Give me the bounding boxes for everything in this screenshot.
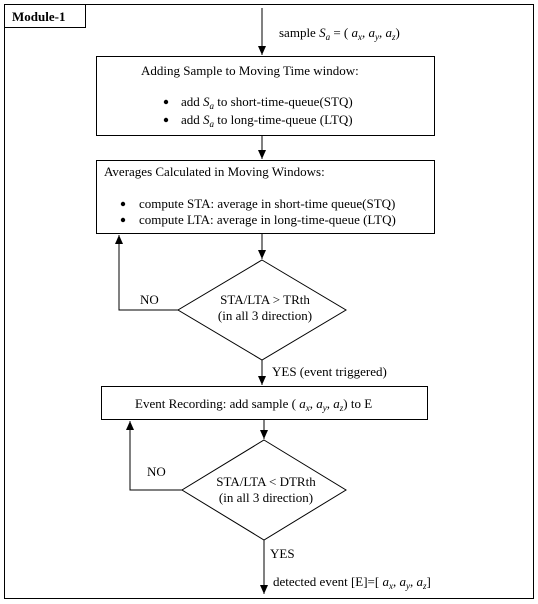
yes-label-1: YES (event triggered): [272, 364, 387, 379]
trigger-condition-scope: (in all 3 direction): [218, 308, 312, 323]
no-loop-1: [115, 235, 178, 311]
module-label: Module-1: [12, 9, 65, 24]
add-sample-title: Adding Sample to Moving Time window:: [141, 63, 359, 78]
averages-bullet-2: compute LTA: average in long-time-queue …: [139, 212, 396, 227]
detected-event-label: detected event [E]=[ ax, ay, az]: [273, 574, 431, 591]
no-loop-2: [126, 421, 182, 491]
detrigger-condition: STA/LTA < DTRth: [216, 474, 316, 489]
detrigger-condition-scope: (in all 3 direction): [219, 490, 313, 505]
module-frame: [4, 4, 534, 599]
yes-label-2: YES: [270, 546, 295, 561]
add-sample-bullet-2: add Sa to long-time-queue (LTQ): [181, 112, 353, 129]
input-sample-label: sample Sa = ( ax, ay, az): [279, 25, 400, 42]
averages-title: Averages Calculated in Moving Windows:: [104, 164, 325, 179]
bullet: [163, 99, 169, 105]
no-label-1: NO: [140, 292, 159, 307]
module-label-box: [4, 4, 86, 28]
trigger-condition: STA/LTA > TRth: [220, 292, 310, 307]
add-sample-bullet-1: add Sa to short-time-queue(STQ): [181, 94, 353, 111]
no-label-2: NO: [147, 464, 166, 479]
averages-box: [96, 160, 435, 234]
bullet: [163, 117, 169, 123]
bullet: [120, 201, 126, 207]
event-recording-text: Event Recording: add sample ( ax, ay, az…: [135, 396, 372, 413]
bullet: [120, 217, 126, 223]
add-sample-box: [96, 56, 435, 136]
event-recording-box: [101, 386, 428, 420]
averages-bullet-1: compute STA: average in short-time queue…: [139, 196, 395, 211]
